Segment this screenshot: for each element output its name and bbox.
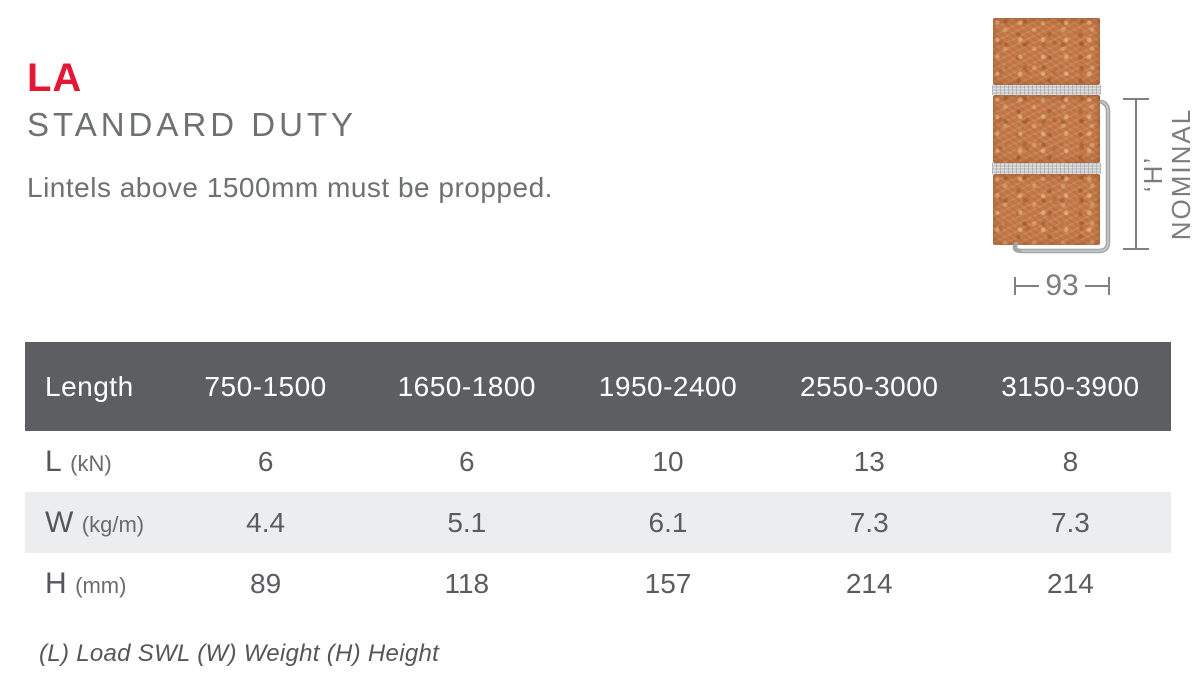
load-value: 10 <box>652 445 684 477</box>
mortar-joint <box>992 85 1101 95</box>
row-label-letter: W <box>45 505 74 539</box>
height-dimension-label: ‘H’ NOMINAL <box>1138 84 1196 264</box>
row-label-letter: L <box>45 444 62 478</box>
propping-note: Lintels above 1500mm must be propped. <box>27 172 553 203</box>
height-value: 89 <box>250 567 282 599</box>
height-value: 214 <box>845 567 893 599</box>
weight-value: 7.3 <box>1050 506 1090 538</box>
table-row-height: H (mm) 89 118 157 214 214 <box>25 553 1171 614</box>
load-value: 6 <box>257 445 274 477</box>
height-dimension-line <box>1123 98 1149 250</box>
row-label-weight: W (kg/m) <box>25 506 165 540</box>
height-value: 214 <box>1047 567 1094 599</box>
brick-course <box>993 18 1100 85</box>
col-header-range-2: 1650-1800 <box>397 370 536 402</box>
load-value: 8 <box>1062 445 1079 477</box>
table-footnote: (L) Load SWL (W) Weight (H) Height <box>39 640 440 667</box>
row-label-unit: (kg/m) <box>81 511 145 537</box>
brick-wall-illustration <box>992 18 1101 245</box>
heading-block: LA STANDARD DUTY Lintels above 1500mm mu… <box>27 58 553 204</box>
lintel-angle-drawing <box>1012 99 1111 254</box>
col-header-range-1: 750-1500 <box>204 370 327 402</box>
col-header-range-5: 3150-3900 <box>1001 370 1140 402</box>
weight-value: 6.1 <box>648 506 688 538</box>
row-label-height: H (mm) <box>25 567 165 601</box>
row-label-load: L (kN) <box>25 445 165 479</box>
height-value: 157 <box>644 567 692 599</box>
load-value: 6 <box>459 445 475 477</box>
height-dim-h-text: ‘H’ <box>1137 155 1168 193</box>
dimension-tick <box>1108 277 1110 295</box>
dimension-tick <box>1014 277 1016 295</box>
row-label-unit: (mm) <box>75 572 127 598</box>
weight-value: 4.4 <box>246 506 286 538</box>
load-span-table: Length 750-1500 1650-1800 1950-2400 2550… <box>25 342 1171 668</box>
weight-value: 5.1 <box>447 506 487 538</box>
col-header-range-3: 1950-2400 <box>598 370 738 402</box>
weight-value: 7.3 <box>849 506 889 538</box>
col-header-length: Length <box>45 370 134 402</box>
product-code: LA <box>27 56 83 100</box>
height-value: 118 <box>444 567 490 599</box>
height-dim-nominal-text: NOMINAL <box>1166 107 1196 241</box>
table-header-row: Length 750-1500 1650-1800 1950-2400 2550… <box>25 342 1171 431</box>
width-dimension-line: 93 <box>1014 268 1110 304</box>
table-row-load: L (kN) 6 6 10 13 8 <box>25 431 1171 492</box>
brick-course <box>993 174 1100 245</box>
width-dimension-value: 93 <box>1045 269 1079 302</box>
brick-course <box>993 95 1100 163</box>
load-value: 13 <box>853 445 885 477</box>
height-dimension-rule <box>1135 100 1137 248</box>
table-row-weight: W (kg/m) 4.4 5.1 6.1 7.3 7.3 <box>25 492 1171 553</box>
duty-rating-title: STANDARD DUTY <box>27 106 358 143</box>
dimension-rule <box>1084 285 1108 287</box>
lintel-diagram: ‘H’ NOMINAL 93 <box>985 10 1200 310</box>
mortar-joint <box>992 163 1101 174</box>
row-label-letter: H <box>45 566 67 600</box>
col-header-range-4: 2550-3000 <box>800 370 939 402</box>
dimension-rule <box>1016 285 1040 287</box>
row-label-unit: (kN) <box>70 450 112 476</box>
